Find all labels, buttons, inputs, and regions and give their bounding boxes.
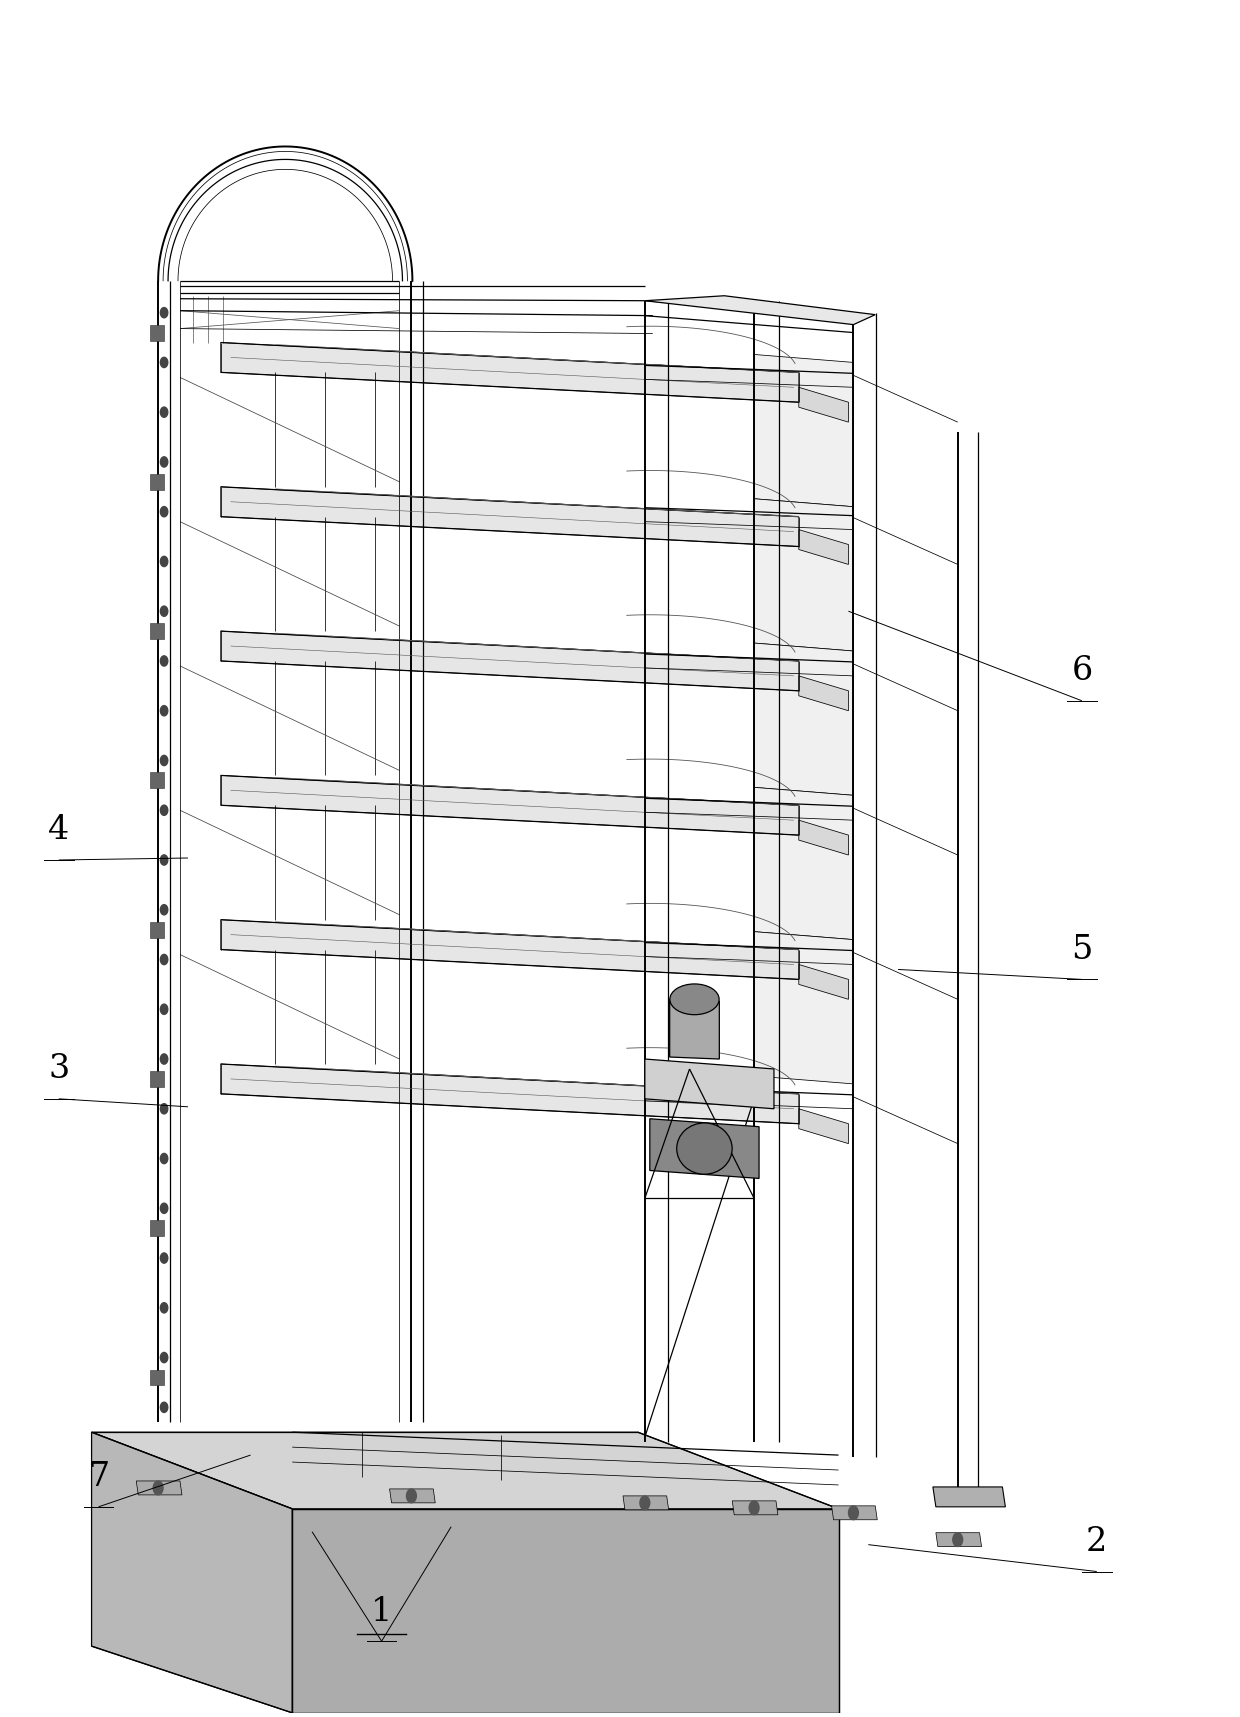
Circle shape xyxy=(160,1403,167,1413)
Text: 3: 3 xyxy=(48,1053,69,1085)
Circle shape xyxy=(160,955,167,965)
Polygon shape xyxy=(936,1533,982,1547)
Circle shape xyxy=(160,357,167,367)
Polygon shape xyxy=(150,623,164,639)
Circle shape xyxy=(160,656,167,666)
Polygon shape xyxy=(754,788,853,939)
Polygon shape xyxy=(150,1071,164,1087)
Polygon shape xyxy=(650,1119,759,1178)
Circle shape xyxy=(160,1353,167,1363)
Polygon shape xyxy=(92,1432,293,1714)
Text: 1: 1 xyxy=(371,1595,392,1628)
Ellipse shape xyxy=(677,1123,732,1174)
Circle shape xyxy=(160,606,167,616)
Polygon shape xyxy=(221,632,799,690)
Polygon shape xyxy=(832,1506,877,1520)
Circle shape xyxy=(407,1489,417,1502)
Circle shape xyxy=(848,1506,858,1520)
Circle shape xyxy=(160,1154,167,1164)
Circle shape xyxy=(160,855,167,865)
Polygon shape xyxy=(136,1482,182,1496)
Circle shape xyxy=(160,1054,167,1065)
Polygon shape xyxy=(221,920,799,979)
Circle shape xyxy=(640,1496,650,1509)
Polygon shape xyxy=(622,1496,668,1509)
Polygon shape xyxy=(221,342,799,402)
Polygon shape xyxy=(389,1489,435,1502)
Polygon shape xyxy=(754,354,853,507)
Ellipse shape xyxy=(670,984,719,1015)
Circle shape xyxy=(749,1501,759,1514)
Circle shape xyxy=(160,905,167,915)
Circle shape xyxy=(160,755,167,766)
Circle shape xyxy=(160,706,167,716)
Circle shape xyxy=(160,1204,167,1214)
Circle shape xyxy=(160,1303,167,1314)
Polygon shape xyxy=(221,488,799,546)
Polygon shape xyxy=(799,529,848,565)
Polygon shape xyxy=(799,676,848,711)
Circle shape xyxy=(160,1004,167,1015)
Circle shape xyxy=(160,1104,167,1114)
Polygon shape xyxy=(799,821,848,855)
Polygon shape xyxy=(293,1509,838,1714)
Text: 5: 5 xyxy=(1071,934,1092,965)
Circle shape xyxy=(154,1482,162,1496)
Polygon shape xyxy=(150,474,164,489)
Polygon shape xyxy=(150,1370,164,1386)
Text: 7: 7 xyxy=(88,1461,109,1494)
Polygon shape xyxy=(799,1109,848,1144)
Polygon shape xyxy=(645,295,875,325)
Circle shape xyxy=(160,1253,167,1264)
Polygon shape xyxy=(670,999,719,1059)
Polygon shape xyxy=(221,776,799,834)
Polygon shape xyxy=(150,1221,164,1236)
Polygon shape xyxy=(799,388,848,422)
Text: 6: 6 xyxy=(1071,656,1092,687)
Polygon shape xyxy=(754,932,853,1083)
Polygon shape xyxy=(799,965,848,999)
Polygon shape xyxy=(754,644,853,795)
Polygon shape xyxy=(754,498,853,651)
Polygon shape xyxy=(150,325,164,340)
Polygon shape xyxy=(150,922,164,937)
Text: 4: 4 xyxy=(48,814,69,846)
Polygon shape xyxy=(645,1059,774,1109)
Circle shape xyxy=(160,805,167,816)
Circle shape xyxy=(160,457,167,467)
Circle shape xyxy=(160,307,167,318)
Polygon shape xyxy=(92,1432,838,1509)
Circle shape xyxy=(160,556,167,567)
Polygon shape xyxy=(221,1065,799,1123)
Circle shape xyxy=(952,1533,962,1547)
Circle shape xyxy=(160,507,167,517)
Polygon shape xyxy=(150,773,164,788)
Polygon shape xyxy=(932,1487,1006,1508)
Circle shape xyxy=(160,407,167,417)
Text: 2: 2 xyxy=(1086,1526,1107,1557)
Polygon shape xyxy=(733,1501,777,1514)
